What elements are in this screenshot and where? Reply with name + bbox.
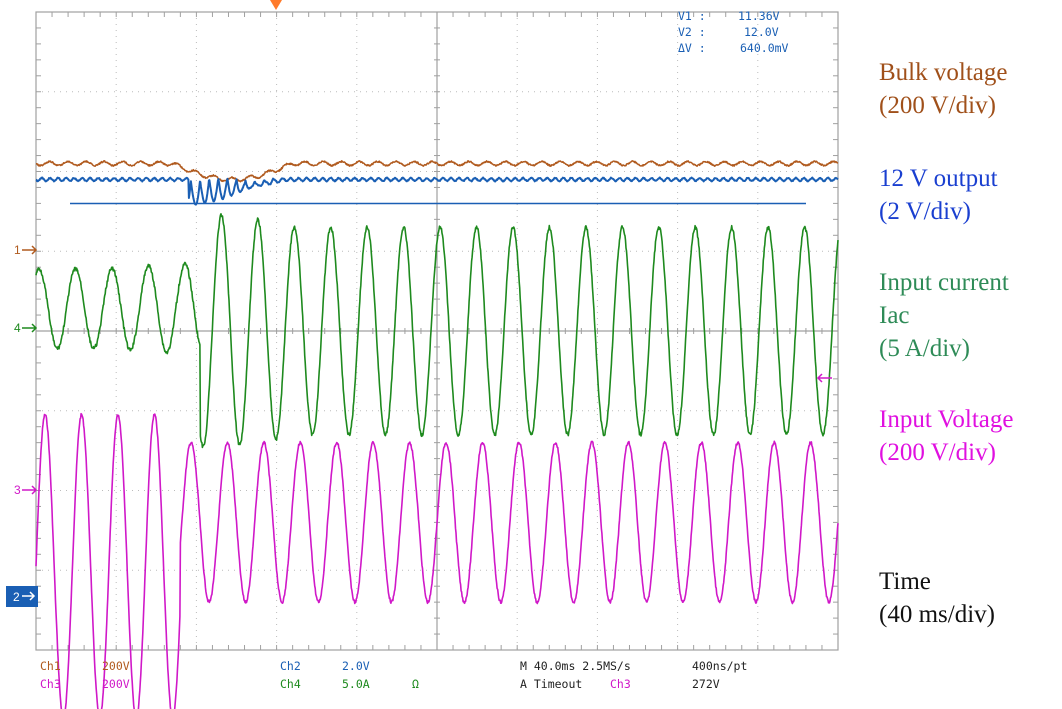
status-ch4-scale: 5.0A: [342, 677, 370, 691]
graticule: [35, 11, 839, 651]
status-ch2-scale: 2.0V: [342, 659, 370, 673]
status-bar: Ch1 200V Ch3 200V Ch2 2.0V Ch4 5.0A Ω M …: [40, 659, 747, 691]
svg-text:4: 4: [14, 321, 21, 335]
ch3-level-marker: 3: [14, 483, 38, 497]
status-ch3-scale: 200V: [102, 677, 130, 691]
status-trigger-level: 272V: [692, 677, 720, 691]
status-ch3-label: Ch3: [40, 677, 61, 691]
ch2-level-marker: 2: [6, 586, 38, 607]
status-ch1-label: Ch1: [40, 659, 61, 673]
status-record-length: 400ns/pt: [692, 659, 747, 673]
ch1-level-marker: 1: [14, 243, 38, 257]
svg-text:ΔV :: ΔV :: [678, 41, 706, 55]
legend-entry-line: (200 V/div): [879, 92, 996, 119]
legend-entry: Input current Iac (5 A/div): [879, 266, 1014, 365]
legend-entry-line: Bulk voltage: [879, 59, 1008, 86]
legend-entry-line: (5 A/div): [879, 335, 970, 362]
legend-entry: 12 V output (2 V/div): [879, 162, 1014, 228]
status-ch1-scale: 200V: [102, 659, 130, 673]
oscilloscope-screen: 1 4 3 2 V1 : 11.36V V2 : 12.0V ΔV : 640.…: [6, 0, 839, 709]
bulk-voltage-trace: [35, 160, 839, 183]
status-trigger-mode: A Timeout: [520, 677, 582, 691]
ch4-level-marker: 4: [14, 321, 38, 335]
svg-text:3: 3: [14, 483, 21, 497]
status-timebase: M 40.0ms 2.5MS/s: [520, 659, 631, 673]
status-trigger-channel: Ch3: [610, 677, 631, 691]
legend-entry-line: 12 V output: [879, 165, 998, 192]
svg-text:640.0mV: 640.0mV: [740, 41, 789, 55]
input-voltage-trace: [35, 412, 839, 709]
status-ch2-label: Ch2: [280, 659, 301, 673]
svg-text:1: 1: [14, 243, 21, 257]
svg-text:2: 2: [13, 590, 20, 604]
legend-entry-line: (2 V/div): [879, 198, 971, 225]
legend-entry: Bulk voltage (200 V/div): [879, 56, 1014, 122]
output-voltage-trace: [35, 176, 839, 206]
waveform-traces: [35, 160, 839, 709]
legend: Bulk voltage (200 V/div) 12 V output (2 V/d…: [879, 56, 1014, 631]
svg-text:12.0V: 12.0V: [744, 25, 779, 39]
input-current-trace: [35, 213, 839, 449]
legend-entry: Input Voltage (200 V/div): [879, 403, 1014, 469]
svg-text:V2 :: V2 :: [678, 25, 706, 39]
legend-entry-line: Time: [879, 568, 931, 595]
legend-entry-line: Input Voltage: [879, 406, 1014, 433]
legend-entry: Time (40 ms/div): [879, 565, 1014, 631]
status-ch4-label: Ch4: [280, 677, 301, 691]
legend-entry-line: (200 V/div): [879, 439, 996, 466]
svg-text:11.36V: 11.36V: [738, 9, 780, 23]
svg-text:V1 :: V1 :: [678, 9, 706, 23]
cursor-readout: V1 : 11.36V V2 : 12.0V ΔV : 640.0mV: [678, 9, 789, 55]
legend-entry-line: Iac: [879, 302, 910, 329]
trigger-level-marker: [816, 373, 832, 383]
legend-entry-line: Input current: [879, 269, 1009, 296]
trigger-position-marker: [270, 0, 282, 10]
legend-entry-line: (40 ms/div): [879, 601, 995, 628]
status-ohm-icon: Ω: [412, 677, 419, 691]
